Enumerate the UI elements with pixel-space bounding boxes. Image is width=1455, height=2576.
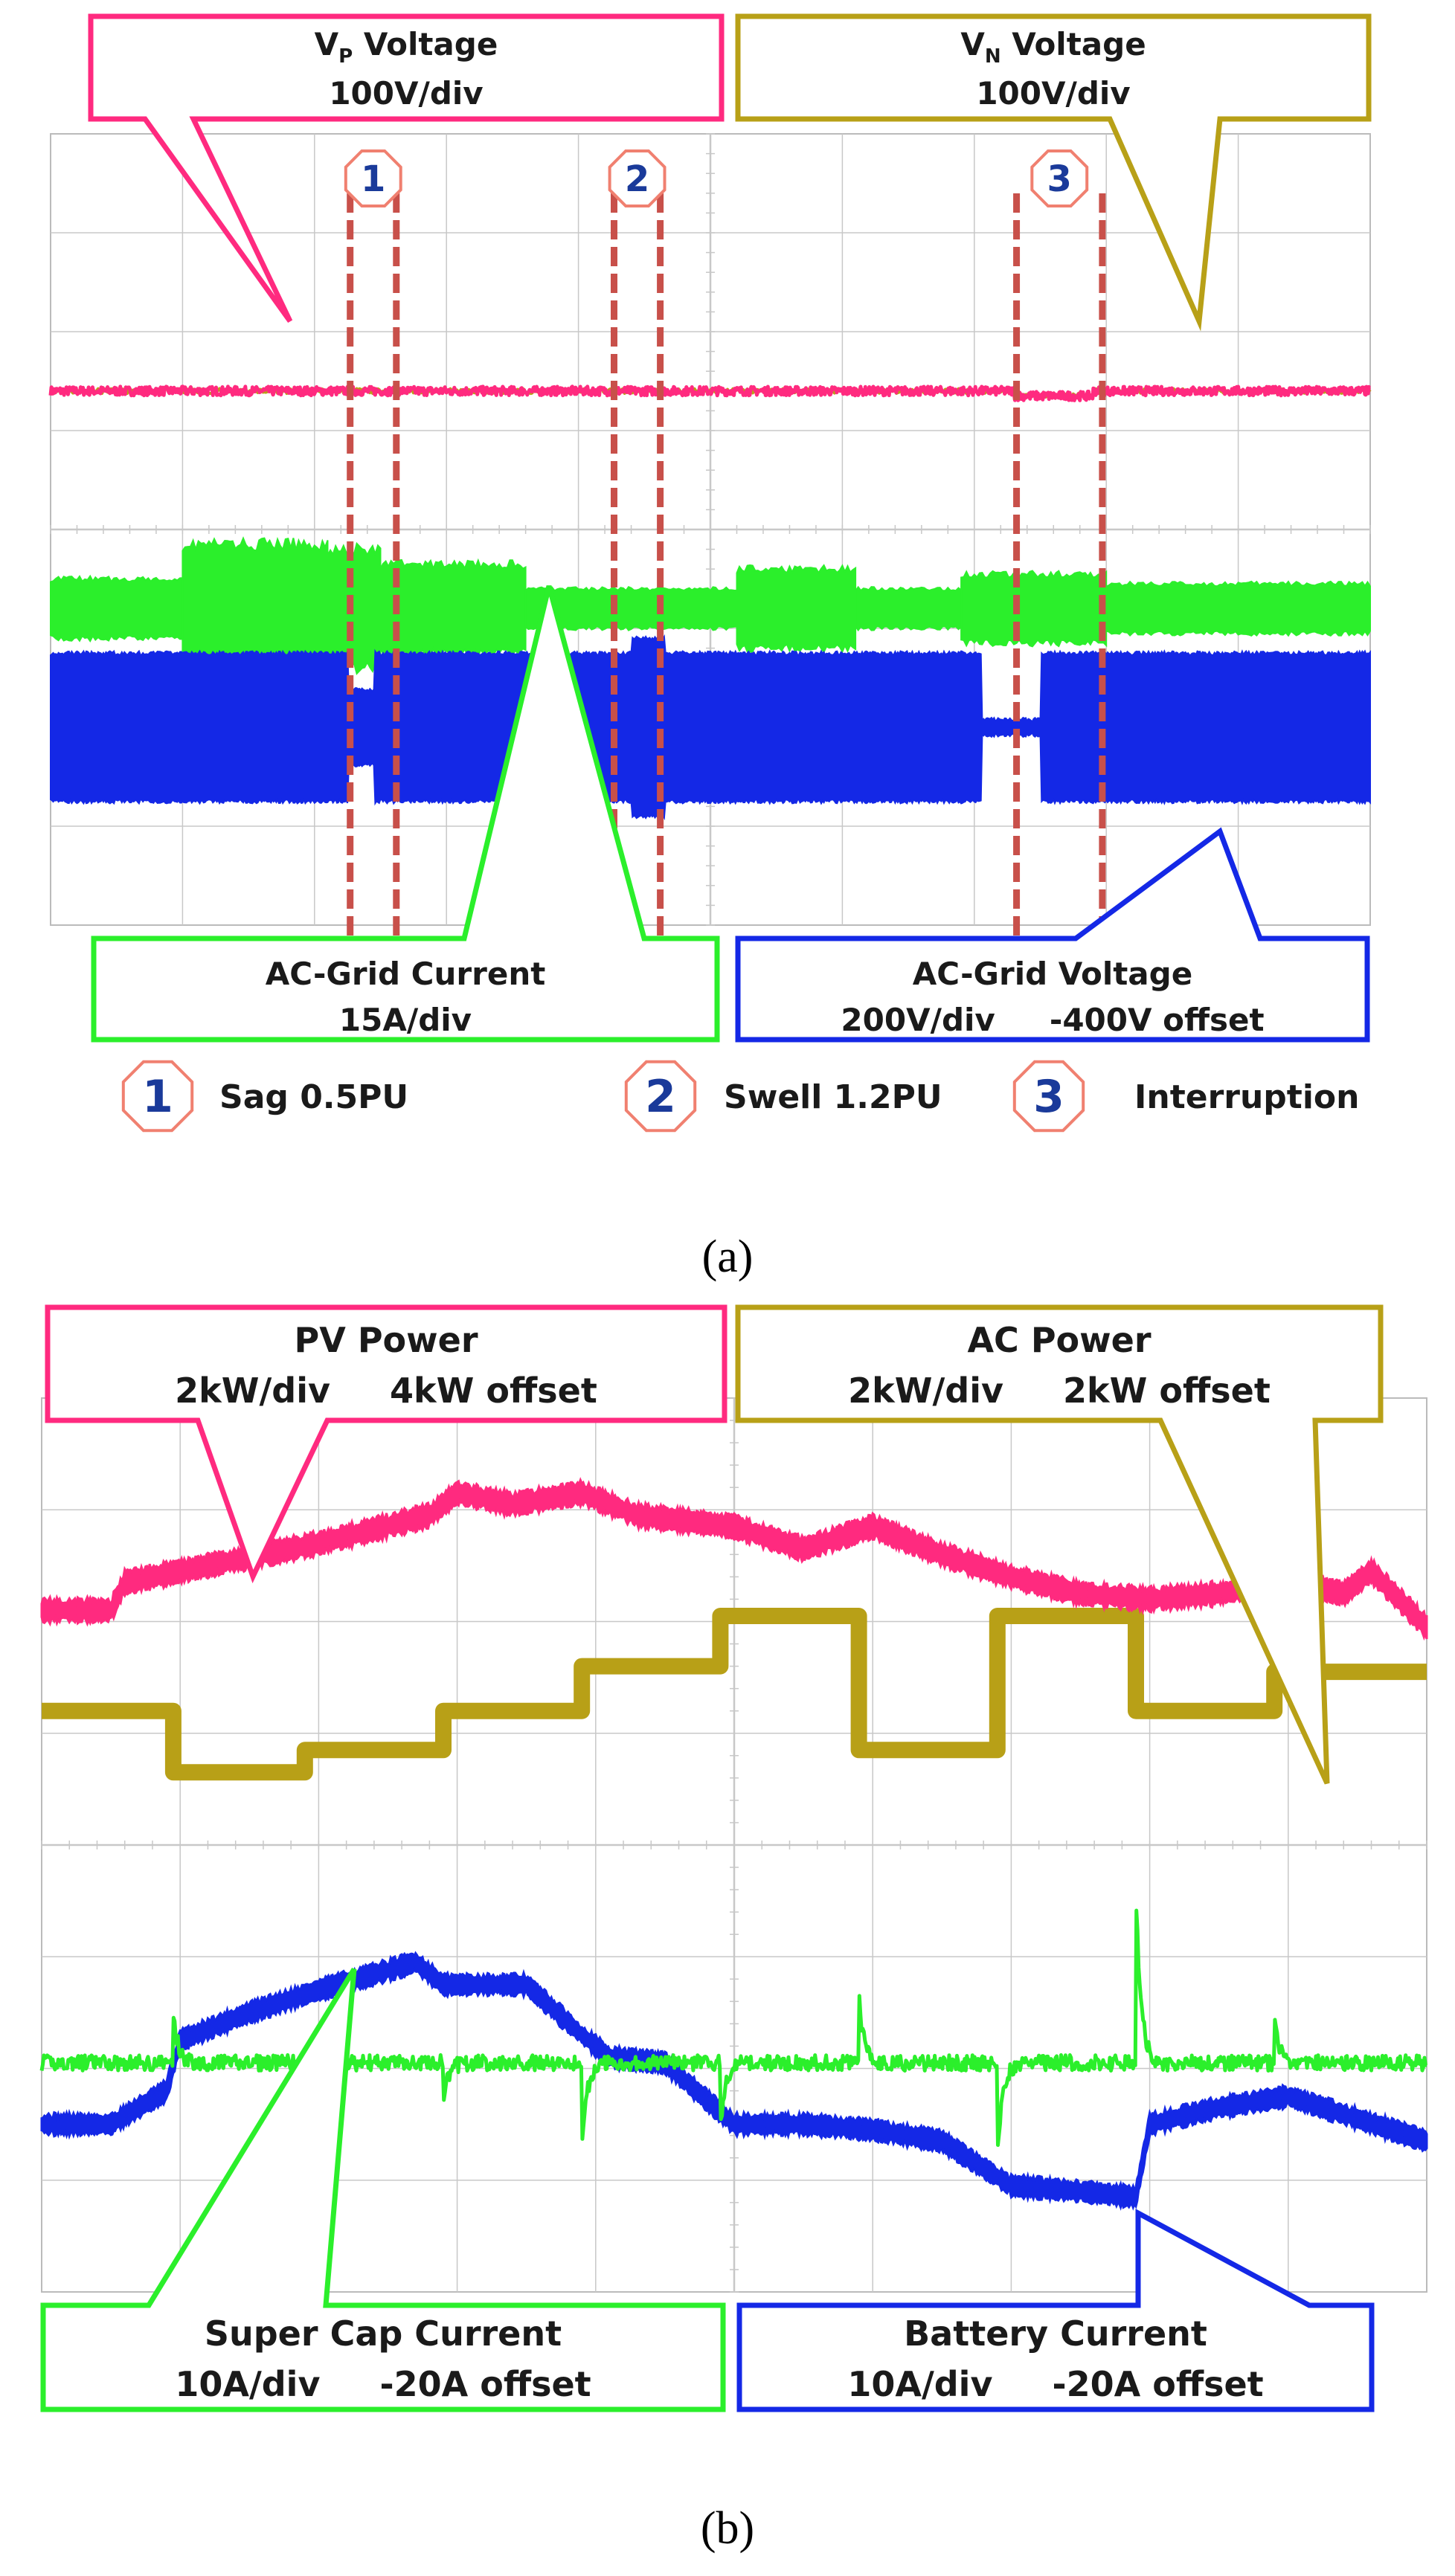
ac-grid-current-callout-line1: AC-Grid Current: [266, 956, 546, 992]
vp-voltage-callout-line1: VP Voltage: [315, 26, 498, 68]
ac-grid-current-callout-line2: 15A/div: [339, 1002, 472, 1038]
ac-grid-current-segment: [855, 585, 963, 632]
event-marker-2-number: 2: [625, 158, 649, 200]
ac-power-callout-line1: AC Power: [967, 1320, 1151, 1360]
event-legend-2-number: 2: [645, 1071, 676, 1123]
ac-grid-voltage-callout-line1: AC-Grid Voltage: [913, 956, 1192, 992]
super-cap-current-callout-box: [40, 1968, 726, 2412]
ac-power-callout-box: [735, 1304, 1384, 1785]
battery-current-callout-line2: 10A/div -20A offset: [847, 2364, 1263, 2404]
vp-voltage-callout-line2: 100V/div: [329, 75, 483, 112]
vp-voltage-callout-subscript: P: [338, 45, 353, 68]
event-marker-1-number: 1: [361, 158, 385, 200]
ac-grid-current-segment: [736, 564, 857, 654]
ac-grid-voltage-trace: [50, 634, 1371, 821]
panel-a-traces: [48, 384, 1372, 821]
panel-b-oscilloscope: PV Power 2kW/div 4kW offset AC Power 2kW/di…: [39, 1304, 1428, 2554]
ac-power-callout-line2: 2kW/div 2kW offset: [848, 1371, 1271, 1411]
battery-current-callout-box: [736, 2209, 1375, 2412]
panel-a-event-markers: 1 2 3: [344, 149, 1106, 938]
battery-current-trace: [40, 1951, 1428, 2211]
vn-voltage-callout-symbol: V: [960, 26, 985, 62]
panel-b-traces: [39, 1477, 1428, 2211]
ac-grid-current-segment: [379, 558, 527, 660]
event-legend-3-badge: [1012, 1060, 1085, 1133]
event-marker-1-badge: [344, 149, 402, 207]
event-legend-2-label: Swell 1.2PU: [724, 1078, 942, 1116]
pv-power-callout-line2: 2kW/div 4kW offset: [175, 1371, 597, 1411]
vp-voltage-trace: [48, 384, 1371, 402]
panel-a-caption: (a): [702, 1231, 754, 1282]
event-legend-1-label: Sag 0.5PU: [219, 1078, 408, 1116]
vn-voltage-callout-label: Voltage: [1001, 26, 1146, 62]
event-marker-3-badge: [1030, 149, 1089, 207]
vn-voltage-callout-line1: VN Voltage: [960, 26, 1146, 68]
pv-power-callout-box: [45, 1304, 728, 1584]
super-cap-current-callout-line1: Super Cap Current: [205, 2313, 562, 2354]
pv-power-callout-line1: PV Power: [294, 1320, 478, 1360]
event-legend-1-badge: [121, 1060, 194, 1133]
vn-voltage-callout-line2: 100V/div: [976, 75, 1130, 112]
ac-grid-current-segment: [50, 574, 184, 643]
ac-power-trace: [42, 1608, 1427, 1781]
event-legend-3-number: 3: [1033, 1071, 1064, 1123]
ac-grid-current-segment: [1105, 580, 1371, 637]
event-marker-3-number: 3: [1047, 158, 1072, 200]
battery-current-callout-line1: Battery Current: [904, 2313, 1207, 2354]
ac-grid-current-segment: [960, 570, 1108, 648]
ac-grid-voltage-callout-box: [735, 827, 1370, 1043]
ac-grid-voltage-callout-line2: 200V/div -400V offset: [841, 1002, 1264, 1038]
pv-power-trace: [40, 1477, 1428, 1641]
super-cap-current-callout-line2: 10A/div -20A offset: [175, 2364, 591, 2404]
event-legend-1-number: 1: [142, 1071, 173, 1123]
vn-voltage-callout-subscript: N: [985, 45, 1001, 68]
vn-voltage-callout-box: [735, 13, 1372, 332]
event-marker-2-badge: [608, 149, 667, 207]
super-cap-current-trace: [39, 1908, 1427, 2147]
event-legend-2-badge: [624, 1060, 697, 1133]
panel-a-event-legend: 1 Sag 0.5PU 2 Swell 1.2PU 3 Interruption: [121, 1060, 1359, 1133]
panel-b-callouts: PV Power 2kW/div 4kW offset AC Power 2kW/di…: [40, 1304, 1384, 2412]
vp-voltage-callout-label: Voltage: [353, 26, 498, 62]
vp-voltage-callout-box: [88, 13, 725, 323]
panel-b-caption: (b): [701, 2503, 754, 2554]
vp-voltage-callout-symbol: V: [315, 26, 339, 62]
event-legend-3-label: Interruption: [1134, 1078, 1359, 1116]
ac-grid-current-callout-box: [91, 585, 720, 1043]
